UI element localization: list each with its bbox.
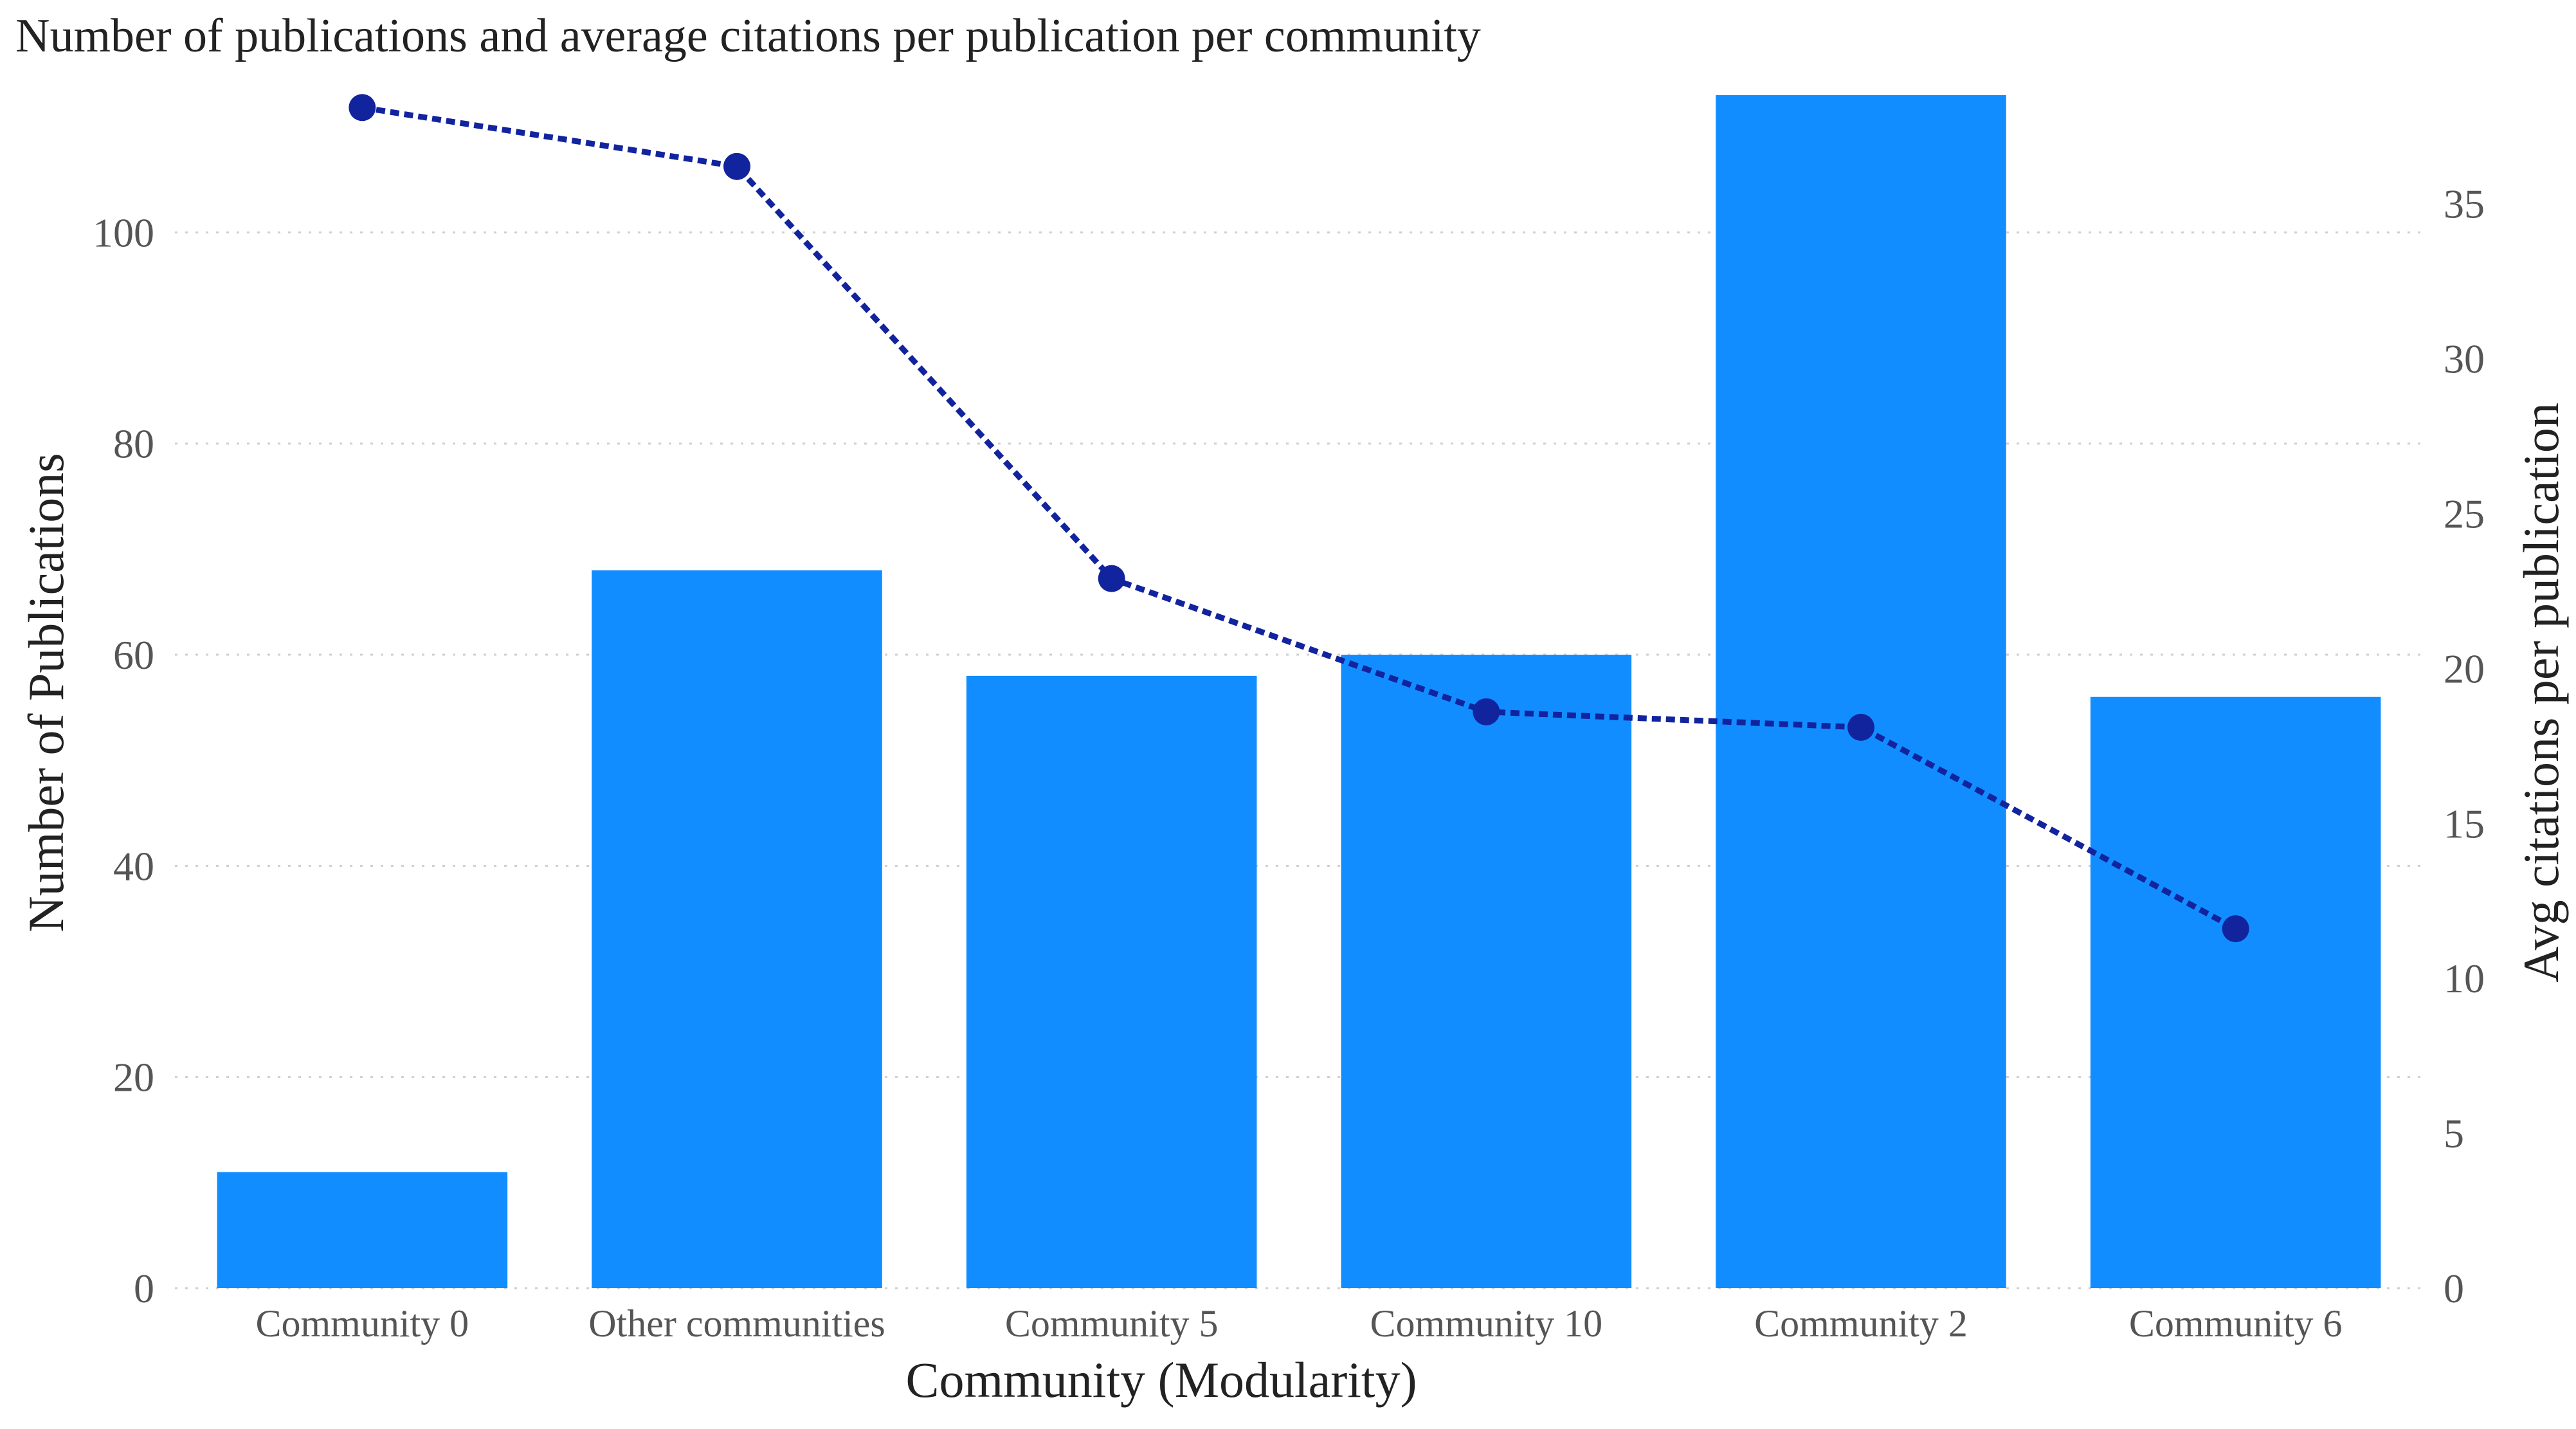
x-axis: Community 0 Other communities Community 5 C… (255, 1302, 2342, 1345)
x-axis-title: Community (Modularity) (905, 1352, 1417, 1408)
line-point (349, 94, 376, 122)
line-point (1847, 713, 1874, 741)
y-tick-label: 80 (113, 421, 154, 467)
y-tick-label: 100 (93, 210, 154, 255)
y-tick-label: 0 (134, 1266, 154, 1311)
y2-tick-label: 15 (2444, 801, 2485, 846)
y2-tick-label: 10 (2444, 956, 2485, 1001)
y-tick-label: 20 (113, 1055, 154, 1100)
avg-citations-line (361, 104, 2237, 932)
right-axis: 0 5 10 15 20 25 30 35 (2444, 181, 2485, 1311)
line-point (723, 152, 750, 180)
y2-tick-label: 5 (2444, 1111, 2464, 1156)
x-tick-label: Community 6 (2129, 1302, 2343, 1345)
bar (1716, 95, 2006, 1288)
bars (217, 95, 2381, 1288)
line-point (2222, 915, 2249, 943)
chart-title: Number of publications and average citat… (15, 10, 1481, 62)
y2-tick-label: 35 (2444, 181, 2485, 227)
line-point (1473, 698, 1500, 725)
y-axis-title: Number of Publications (18, 453, 74, 932)
y2-tick-label: 0 (2444, 1266, 2464, 1311)
bar (217, 1172, 508, 1288)
line-point (1098, 565, 1125, 592)
y2-tick-label: 20 (2444, 646, 2485, 691)
line-series (349, 94, 2249, 943)
y2-axis-title: Avg citations per publication (2513, 403, 2569, 983)
y-tick-label: 40 (113, 843, 154, 889)
y-tick-label: 60 (113, 632, 154, 678)
x-tick-label: Community 10 (1370, 1302, 1602, 1345)
gridlines (175, 231, 2423, 1289)
y2-tick-label: 25 (2444, 491, 2485, 536)
x-tick-label: Community 2 (1754, 1302, 1968, 1345)
bar (966, 675, 1257, 1288)
x-tick-label: Community 5 (1005, 1302, 1219, 1345)
bar (2090, 696, 2381, 1288)
bar (592, 570, 882, 1288)
x-tick-label: Community 0 (255, 1302, 469, 1345)
y2-tick-label: 30 (2444, 336, 2485, 382)
left-axis: 0 20 40 60 80 100 (93, 210, 154, 1311)
bar (1341, 655, 1632, 1288)
x-tick-label: Other communities (588, 1302, 885, 1345)
